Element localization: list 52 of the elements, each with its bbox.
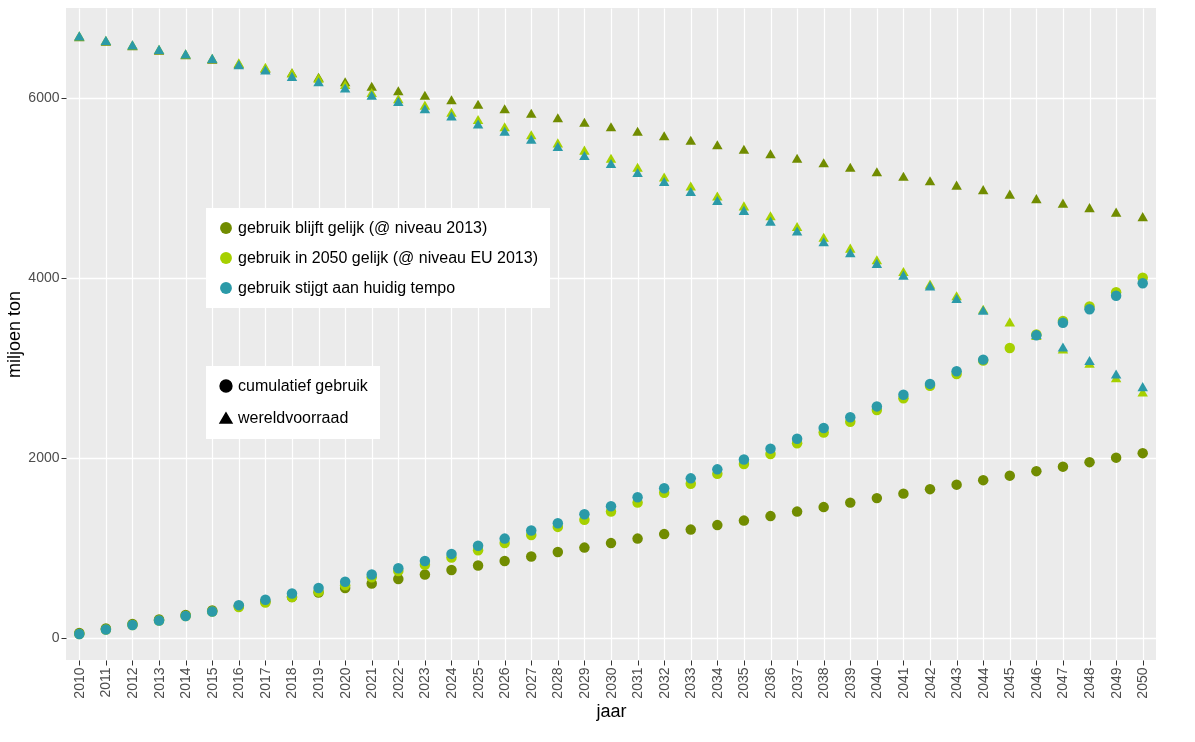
y-tick-label: 6000 xyxy=(28,89,60,106)
legend-label: gebruik stijgt aan huidig tempo xyxy=(238,279,456,296)
x-tick-label: 2043 xyxy=(948,667,965,699)
x-tick-label: 2021 xyxy=(363,667,380,699)
x-tick-label: 2017 xyxy=(256,667,273,699)
x-tick-label: 2028 xyxy=(549,667,566,699)
x-tick-label: 2036 xyxy=(762,667,779,699)
annotation: cumulatief gebruik xyxy=(238,377,369,394)
x-tick-label: 2049 xyxy=(1107,667,1124,699)
x-tick-label: 2046 xyxy=(1027,667,1044,699)
y-tick-label: 0 xyxy=(51,629,60,646)
x-tick-label: 2037 xyxy=(788,667,805,699)
x-tick-label: 2048 xyxy=(1081,667,1098,699)
legend-label: gebruik in 2050 gelijk (@ niveau EU 2013) xyxy=(238,249,538,266)
y-tick-label: 2000 xyxy=(28,449,60,466)
x-tick-label: 2039 xyxy=(841,667,858,699)
x-tick-label: 2045 xyxy=(1001,667,1018,699)
x-tick-label: 2050 xyxy=(1134,667,1151,699)
y-tick-label: 4000 xyxy=(28,269,60,286)
x-tick-label: 2016 xyxy=(230,667,247,699)
x-tick-label: 2024 xyxy=(442,667,459,699)
x-tick-label: 2015 xyxy=(203,667,220,699)
x-tick-label: 2022 xyxy=(389,667,406,699)
x-tick-label: 2042 xyxy=(921,667,938,699)
annotation: wereldvoorraad xyxy=(237,409,349,426)
x-tick-label: 2012 xyxy=(123,667,140,699)
x-tick-label: 2018 xyxy=(283,667,300,699)
x-tick-label: 2040 xyxy=(868,667,885,699)
x-tick-label: 2020 xyxy=(336,667,353,699)
x-tick-label: 2031 xyxy=(629,667,646,699)
x-tick-label: 2032 xyxy=(655,667,672,699)
x-axis-title: jaar xyxy=(595,700,627,721)
x-tick-label: 2041 xyxy=(894,667,911,699)
x-tick-label: 2027 xyxy=(522,667,539,699)
x-tick-label: 2029 xyxy=(575,667,592,699)
x-tick-label: 2033 xyxy=(682,667,699,699)
x-tick-label: 2044 xyxy=(974,667,991,699)
x-tick-label: 2013 xyxy=(150,667,167,699)
x-tick-label: 2034 xyxy=(708,667,725,699)
x-tick-label: 2035 xyxy=(735,667,752,699)
legend-label: gebruik blijft gelijk (@ niveau 2013) xyxy=(238,219,488,236)
x-tick-label: 2019 xyxy=(310,667,327,699)
x-tick-label: 2026 xyxy=(496,667,513,699)
x-tick-label: 2014 xyxy=(177,667,194,699)
x-tick-label: 2025 xyxy=(469,667,486,699)
x-tick-label: 2030 xyxy=(602,667,619,699)
x-tick-label: 2023 xyxy=(416,667,433,699)
x-tick-label: 2011 xyxy=(97,667,114,698)
x-tick-label: 2047 xyxy=(1054,667,1071,699)
y-axis-title: miljoen ton xyxy=(4,290,25,379)
x-tick-label: 2038 xyxy=(815,667,832,699)
x-tick-label: 2010 xyxy=(70,667,87,699)
